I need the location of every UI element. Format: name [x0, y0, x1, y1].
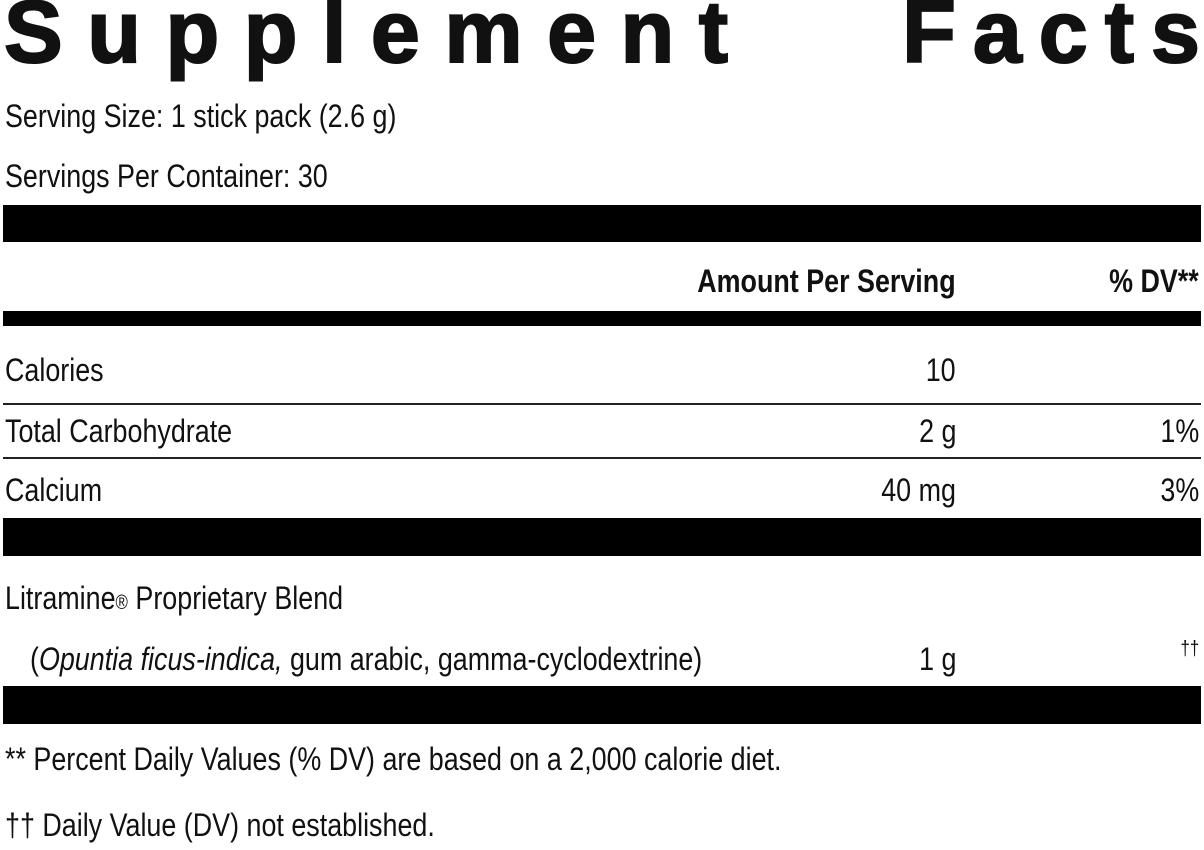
- serving-size: Serving Size: 1 stick pack (2.6 g): [5, 98, 397, 134]
- registered-mark: ®: [115, 592, 128, 614]
- row-name: Total Carbohydrate: [5, 413, 233, 449]
- divider-bar: [3, 686, 1201, 724]
- blend-name-text: Litramine: [5, 580, 116, 616]
- row-dv: 3%: [1160, 472, 1199, 508]
- blend-name: Litramine® Proprietary Blend: [5, 580, 343, 621]
- blend-ingredients: (Opuntia ficus-indica, gum arabic, gamma…: [30, 641, 702, 677]
- footnote-not-established: †† Daily Value (DV) not established.: [5, 807, 435, 843]
- blend-amount: 1 g: [918, 641, 956, 677]
- row-amount: 2 g: [918, 413, 956, 449]
- title-supplement: Supplement: [3, 0, 753, 81]
- blend-italic: Opuntia ficus-indica,: [38, 641, 283, 677]
- blend-name-suffix: Proprietary Blend: [127, 580, 344, 616]
- blend-dv: ††: [1180, 638, 1199, 660]
- header-amount: Amount Per Serving: [697, 263, 956, 299]
- row-name: Calcium: [5, 472, 103, 508]
- row-name: Calories: [5, 352, 104, 388]
- row-amount: 40 mg: [881, 472, 956, 508]
- divider-bar: [3, 518, 1201, 556]
- title-facts: Facts: [901, 0, 1201, 77]
- row-dv: 1%: [1160, 413, 1199, 449]
- title-facts-text: Facts: [901, 0, 1204, 81]
- divider-bar: [3, 311, 1201, 326]
- row-divider: [3, 403, 1201, 405]
- header-dv: % DV**: [1109, 263, 1199, 299]
- servings-per-container: Servings Per Container: 30: [5, 158, 328, 194]
- blend-paren: (: [30, 641, 39, 677]
- row-divider: [3, 457, 1201, 459]
- divider-bar: [3, 205, 1201, 242]
- blend-rest: gum arabic, gamma-cyclodextrine): [282, 641, 703, 677]
- footnote-dv: ** Percent Daily Values (% DV) are based…: [5, 741, 782, 777]
- row-amount: 10: [926, 352, 956, 388]
